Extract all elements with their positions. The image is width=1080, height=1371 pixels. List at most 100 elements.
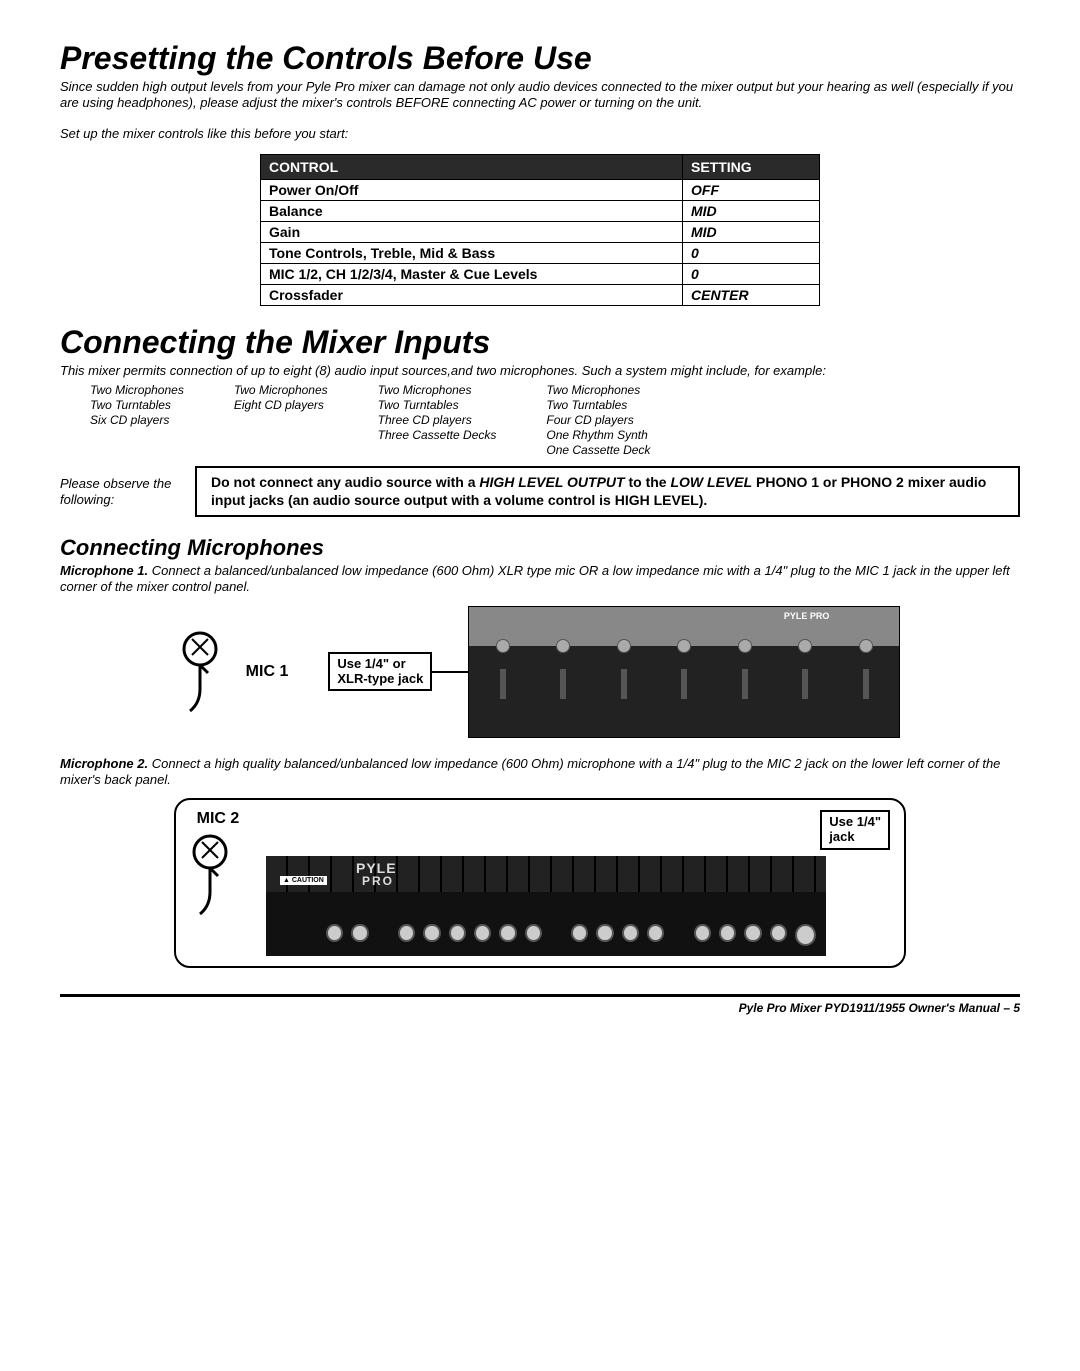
example-line: Two Turntables <box>546 398 650 413</box>
example-line: Three Cassette Decks <box>378 428 497 443</box>
settings-table: CONTROL SETTING Power On/OffOFF BalanceM… <box>260 154 820 306</box>
table-row: Power On/OffOFF <box>261 179 820 200</box>
jack-icon <box>719 924 736 942</box>
row-val: OFF <box>683 179 820 200</box>
warning-box: Do not connect any audio source with a H… <box>195 466 1020 517</box>
warning-row: Please observe the following: Do not con… <box>60 466 1020 517</box>
jack-icon <box>423 924 440 942</box>
inputs-title: Connecting the Mixer Inputs <box>60 324 1020 361</box>
jacks-row <box>326 924 816 946</box>
knob-icon <box>738 639 752 653</box>
warn-t2: to the <box>625 474 671 490</box>
mic1-paragraph: Microphone 1. Connect a balanced/unbalan… <box>60 563 1020 596</box>
mic1-diagram: MIC 1 Use 1/4" or XLR-type jack PYLE PRO <box>60 606 1020 738</box>
knob-icon <box>556 639 570 653</box>
mic2-paragraph: Microphone 2. Connect a high quality bal… <box>60 756 1020 789</box>
example-col: Two Microphones Two Turntables Six CD pl… <box>90 383 184 458</box>
connector-line <box>432 671 468 673</box>
warning-lead: Please observe the following: <box>60 476 195 507</box>
microphone-icon <box>190 830 246 920</box>
row-name: MIC 1/2, CH 1/2/3/4, Master & Cue Levels <box>261 263 683 284</box>
example-line: One Rhythm Synth <box>546 428 650 443</box>
example-line: Two Microphones <box>90 383 184 398</box>
jack-icon <box>499 924 516 942</box>
jack-icon <box>474 924 491 942</box>
knob-icon <box>617 639 631 653</box>
caution-label: ▲ CAUTION <box>280 876 327 885</box>
jack-icon <box>770 924 787 942</box>
row-val: MID <box>683 200 820 221</box>
mic1-jack-label: Use 1/4" or XLR-type jack <box>328 652 432 692</box>
jack-icon <box>351 924 368 942</box>
row-name: Crossfader <box>261 284 683 305</box>
example-line: Two Microphones <box>546 383 650 398</box>
knob-icon <box>677 639 691 653</box>
table-row: GainMID <box>261 221 820 242</box>
mic1-name: MIC 1 <box>246 663 289 681</box>
knob-icon <box>496 639 510 653</box>
warn-high: HIGH LEVEL OUTPUT <box>479 474 624 490</box>
mic2-name: MIC 2 <box>190 810 246 828</box>
mic2-diagram: MIC 2 Use 1/4" jack ▲ CAUTION PYLE PRO <box>174 798 906 968</box>
jack-icon <box>694 924 711 942</box>
slider-icon <box>500 669 506 699</box>
jack-icon <box>398 924 415 942</box>
slider-icon <box>742 669 748 699</box>
mic1-jack-l1: Use 1/4" or <box>337 657 423 672</box>
example-col: Two Microphones Two Turntables Four CD p… <box>546 383 650 458</box>
mic2-text: Connect a high quality balanced/unbalanc… <box>60 756 1000 787</box>
example-col: Two Microphones Two Turntables Three CD … <box>378 383 497 458</box>
example-line: Two Microphones <box>378 383 497 398</box>
preset-setup-line: Set up the mixer controls like this befo… <box>60 126 1020 142</box>
jack-icon <box>326 924 343 942</box>
mic2-jack-label: Use 1/4" jack <box>820 810 890 850</box>
mixer-front-panel: PYLE PRO <box>468 606 900 738</box>
row-val: 0 <box>683 242 820 263</box>
example-col: Two Microphones Eight CD players <box>234 383 328 458</box>
row-name: Tone Controls, Treble, Mid & Bass <box>261 242 683 263</box>
mic2-label: Microphone 2. <box>60 756 148 771</box>
inputs-intro: This mixer permits connection of up to e… <box>60 363 1020 379</box>
jack-icon <box>449 924 466 942</box>
mic-heading: Connecting Microphones <box>60 535 1020 561</box>
preset-intro: Since sudden high output levels from you… <box>60 79 1020 112</box>
example-line: Two Turntables <box>90 398 184 413</box>
table-row: BalanceMID <box>261 200 820 221</box>
jack-icon <box>596 924 613 942</box>
mic2-jack-l1: Use 1/4" <box>829 815 881 830</box>
example-line: Three CD players <box>378 413 497 428</box>
row-name: Gain <box>261 221 683 242</box>
mixer-back-panel: ▲ CAUTION PYLE PRO <box>266 856 826 956</box>
row-val: MID <box>683 221 820 242</box>
example-line: Eight CD players <box>234 398 328 413</box>
back-pro: PRO <box>362 874 394 888</box>
examples-grid: Two Microphones Two Turntables Six CD pl… <box>90 383 1020 458</box>
table-row: CrossfaderCENTER <box>261 284 820 305</box>
settings-head-setting: SETTING <box>683 154 820 179</box>
row-val: CENTER <box>683 284 820 305</box>
mic2-jack-l2: jack <box>829 830 881 845</box>
table-row: MIC 1/2, CH 1/2/3/4, Master & Cue Levels… <box>261 263 820 284</box>
mic1-label: Microphone 1. <box>60 563 148 578</box>
slider-icon <box>560 669 566 699</box>
table-row: Tone Controls, Treble, Mid & Bass0 <box>261 242 820 263</box>
row-name: Balance <box>261 200 683 221</box>
jack-icon <box>622 924 639 942</box>
row-val: 0 <box>683 263 820 284</box>
warn-low: LOW LEVEL <box>670 474 752 490</box>
knob-icon <box>859 639 873 653</box>
page-footer: Pyle Pro Mixer PYD1911/1955 Owner's Manu… <box>60 994 1020 1015</box>
example-line: Two Microphones <box>234 383 328 398</box>
jack-icon <box>571 924 588 942</box>
slider-icon <box>681 669 687 699</box>
example-line: One Cassette Deck <box>546 443 650 458</box>
settings-head-control: CONTROL <box>261 154 683 179</box>
mic1-text: Connect a balanced/unbalanced low impeda… <box>60 563 1010 594</box>
jack-icon <box>647 924 664 942</box>
mic1-icon-group: MIC 1 <box>180 627 289 717</box>
jack-icon <box>525 924 542 942</box>
slider-icon <box>863 669 869 699</box>
jack-icon <box>744 924 761 942</box>
row-name: Power On/Off <box>261 179 683 200</box>
slider-icon <box>802 669 808 699</box>
